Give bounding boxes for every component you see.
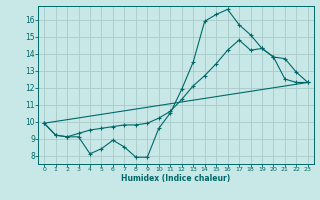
X-axis label: Humidex (Indice chaleur): Humidex (Indice chaleur) (121, 174, 231, 183)
